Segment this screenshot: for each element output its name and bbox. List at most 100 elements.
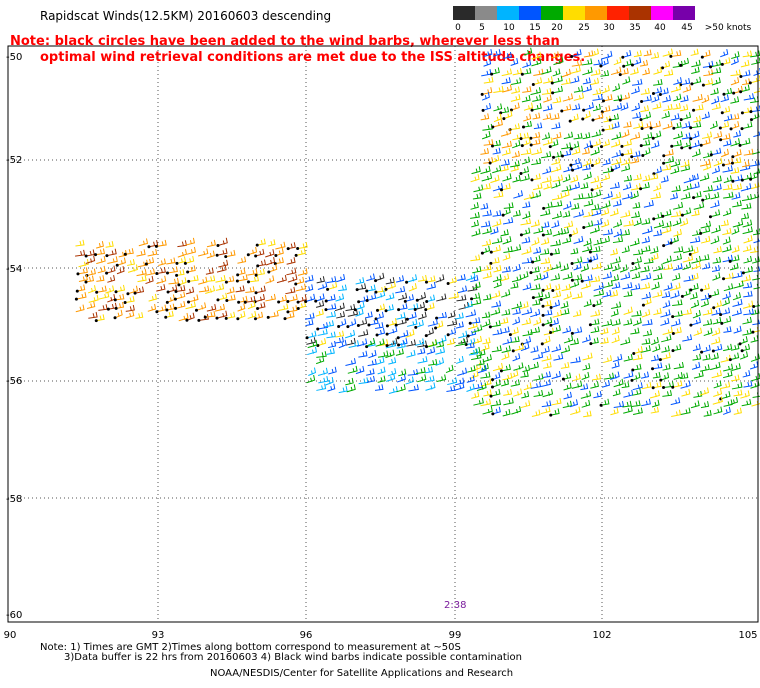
wind-barb <box>631 86 640 95</box>
wind-barb <box>307 346 318 356</box>
wind-barb <box>692 309 701 319</box>
wind-barb <box>476 382 487 392</box>
wind-barb <box>493 103 503 112</box>
legend-label-25: 25 <box>578 23 590 33</box>
wind-barb <box>699 158 711 167</box>
wind-barb <box>375 303 386 312</box>
wind-barb <box>702 318 713 326</box>
wind-barb <box>426 281 436 290</box>
wind-barb <box>266 310 279 319</box>
wind-barb <box>581 399 591 408</box>
wind-barb <box>345 303 356 312</box>
wind-barb <box>731 226 740 235</box>
wind-barb <box>185 312 195 322</box>
wind-barb <box>570 182 581 191</box>
wind-barb <box>670 159 681 168</box>
wind-barb <box>490 67 500 76</box>
wind-barb <box>502 110 513 121</box>
wind-barb <box>592 103 601 112</box>
wind-barb <box>78 274 88 282</box>
wind-barb <box>611 121 620 129</box>
wind-barb <box>710 235 720 245</box>
wind-barb <box>522 59 532 69</box>
wind-barb <box>522 282 532 291</box>
lat-lon-grid <box>8 46 758 622</box>
wind-barb <box>602 166 613 174</box>
wind-barb <box>521 95 531 103</box>
wind-barb <box>751 325 760 334</box>
wind-barb <box>722 227 732 236</box>
wind-barb <box>671 185 681 192</box>
wind-barb <box>395 348 404 356</box>
wind-barb <box>720 48 729 58</box>
wind-barb <box>388 386 398 395</box>
wind-barb <box>711 336 721 345</box>
wind-barb <box>593 237 603 246</box>
wind-barb <box>398 368 407 377</box>
wind-barb <box>692 104 704 112</box>
wind-barb <box>582 102 594 112</box>
wind-barb <box>651 362 663 371</box>
wind-speed-legend <box>453 6 695 20</box>
wind-barb <box>552 150 563 159</box>
wind-barb <box>347 365 358 374</box>
wind-barb <box>542 166 552 175</box>
wind-barb <box>456 355 464 364</box>
wind-barb <box>622 400 632 408</box>
wind-barb <box>543 181 552 190</box>
wind-barb <box>630 327 640 335</box>
wind-barb <box>123 296 135 305</box>
wind-barb <box>385 277 395 285</box>
wind-barb <box>610 407 619 416</box>
wind-barb <box>116 266 125 275</box>
wind-barb <box>688 246 699 256</box>
wind-barb <box>530 103 542 112</box>
wind-barb <box>530 87 542 96</box>
wind-barb <box>224 275 235 284</box>
wind-barb <box>345 358 357 366</box>
wind-barb <box>742 370 751 378</box>
wind-barb <box>254 268 265 277</box>
wind-barb <box>709 361 721 371</box>
lon-label-102: 102 <box>592 630 612 641</box>
wind-barb <box>599 398 610 407</box>
wind-barb <box>436 374 447 382</box>
wind-barb <box>611 191 622 200</box>
wind-barb <box>650 354 660 362</box>
wind-barb <box>713 131 723 139</box>
wind-barb <box>522 86 532 93</box>
wind-barb <box>338 284 347 292</box>
wind-barb <box>550 112 560 121</box>
wind-barb <box>692 343 701 352</box>
wind-barb <box>561 308 570 316</box>
note-line-1: Note: black circles have been added to t… <box>10 34 560 49</box>
wind-barb <box>408 303 419 311</box>
wind-barb <box>218 259 229 268</box>
wind-barb <box>541 151 552 159</box>
wind-barb <box>78 259 89 268</box>
wind-barb <box>740 390 750 399</box>
wind-barb <box>480 87 493 96</box>
wind-barb <box>253 311 264 321</box>
wind-barb <box>316 322 329 331</box>
wind-barb <box>713 388 723 398</box>
wind-barb <box>533 373 544 381</box>
wind-barb <box>520 400 531 409</box>
wind-barb <box>632 353 643 361</box>
wind-barb <box>552 200 563 208</box>
wind-barb <box>177 240 187 248</box>
wind-barb <box>610 308 619 317</box>
wind-barb <box>541 300 552 308</box>
wind-barb <box>739 163 751 172</box>
wind-barb <box>752 301 760 309</box>
wind-barb <box>492 147 501 155</box>
wind-barb <box>542 112 552 121</box>
wind-barb <box>425 294 436 304</box>
wind-barb <box>510 244 522 253</box>
wind-barb <box>738 336 748 346</box>
wind-barb <box>600 105 611 114</box>
wind-barb <box>742 226 753 235</box>
wind-barb <box>254 285 266 295</box>
wind-barb <box>653 66 663 75</box>
wind-barb <box>570 338 579 346</box>
